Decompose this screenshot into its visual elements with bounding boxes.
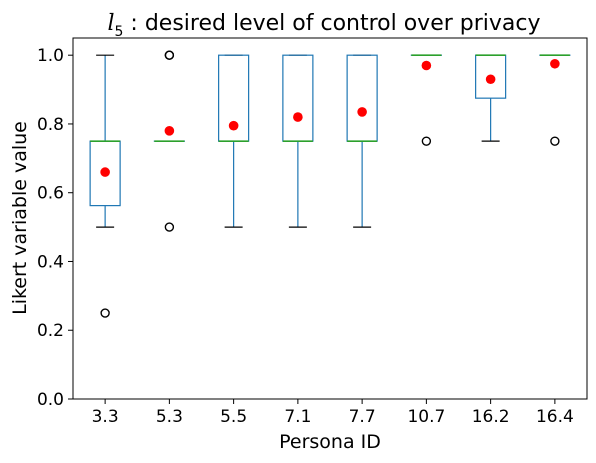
y-tick-label: 0.4 — [37, 252, 64, 272]
x-tick-label: 16.4 — [536, 407, 574, 427]
x-tick-label: 3.3 — [92, 407, 119, 427]
x-axis-label: Persona ID — [279, 431, 381, 453]
outlier-point — [550, 136, 560, 146]
outlier-point — [421, 136, 432, 146]
mean-point — [100, 167, 110, 177]
x-tick-label: 7.1 — [284, 407, 311, 427]
chart-title: l5 : desired level of control over priva… — [107, 11, 540, 40]
outlier-point — [164, 222, 175, 232]
mean-point — [550, 58, 560, 69]
y-tick-label: 0.0 — [37, 390, 64, 410]
axes-frame — [72, 37, 588, 400]
x-tick-label: 10.7 — [407, 407, 445, 427]
x-tick-label: 16.2 — [472, 407, 510, 427]
y-tick-label: 0.8 — [37, 115, 64, 135]
y-tick-label: 1.0 — [37, 46, 64, 66]
outlier-point — [164, 50, 175, 60]
x-tick-label: 7.7 — [349, 407, 376, 427]
y-tick-label: 0.2 — [37, 321, 64, 341]
y-axis-label: Likert variable value — [9, 121, 31, 315]
y-tick-label: 0.6 — [37, 184, 64, 204]
box-iqr — [282, 54, 314, 142]
mean-point — [293, 112, 303, 122]
mean-point — [357, 107, 367, 117]
chart-title-subscript: 5 — [115, 24, 124, 40]
mean-point — [164, 126, 175, 136]
chart-title-variable: l — [107, 11, 114, 36]
x-tick-label: 5.3 — [156, 407, 183, 427]
mean-point — [485, 74, 496, 85]
mean-point — [421, 60, 432, 71]
x-tick-label: 5.5 — [220, 407, 247, 427]
mean-point — [228, 120, 239, 131]
chart-title-text: : desired level of control over privacy — [123, 11, 540, 36]
plot-area: 0.0 0.2 0.4 0.6 0.8 1.0 3.3 5.3 5.5 7.1 7.7 10.7 16.… — [37, 46, 574, 427]
outlier-point — [100, 308, 110, 318]
box-iqr — [346, 54, 378, 142]
